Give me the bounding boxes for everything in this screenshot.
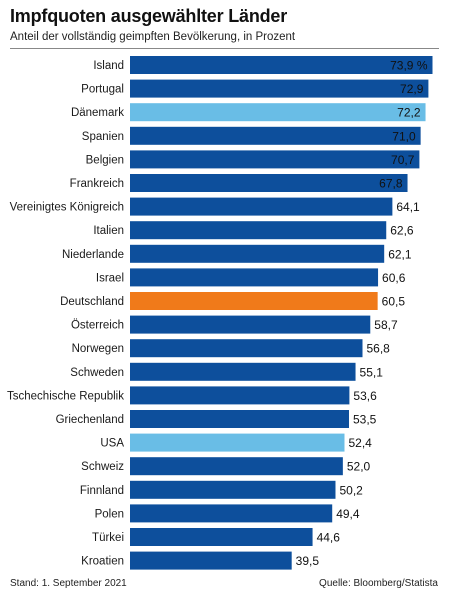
category-label-oesterreich: Österreich <box>71 320 124 332</box>
category-label-niederlande: Niederlande <box>62 249 124 261</box>
value-label-schweden: 55,1 <box>360 365 384 379</box>
category-label-griechenland: Griechenland <box>56 414 124 426</box>
value-label-usa: 52,4 <box>348 436 372 450</box>
value-label-finnland: 50,2 <box>339 483 363 497</box>
value-label-israel: 60,6 <box>382 271 406 285</box>
value-label-kroatien: 39,5 <box>296 554 320 568</box>
category-label-israel: Israel <box>96 272 124 284</box>
bar-schweiz <box>130 457 343 476</box>
category-label-schweden: Schweden <box>70 367 124 379</box>
category-label-tuerkei: Türkei <box>92 532 124 544</box>
category-label-schweiz: Schweiz <box>81 461 124 473</box>
bar-frankreich <box>130 174 408 192</box>
bar-belgien <box>130 150 420 169</box>
category-label-vereinigtes-koenigreich: Vereinigtes Königreich <box>10 202 124 214</box>
category-label-norwegen: Norwegen <box>72 343 124 355</box>
category-label-kroatien: Kroatien <box>81 556 124 568</box>
bar-israel <box>130 268 379 287</box>
category-label-frankreich: Frankreich <box>70 178 124 190</box>
value-label-belgien: 70,7 <box>391 153 415 167</box>
category-label-island: Island <box>93 60 124 72</box>
bar-kroatien <box>130 551 292 570</box>
bar-polen <box>130 504 333 523</box>
bar-norwegen <box>130 339 363 358</box>
value-label-tschechische-republik: 53,6 <box>353 389 377 403</box>
title-divider <box>10 48 439 49</box>
value-label-oesterreich: 58,7 <box>374 318 398 332</box>
bar-daenemark <box>130 103 426 122</box>
bar-finnland <box>130 480 336 499</box>
value-label-frankreich: 67,8 <box>379 177 403 191</box>
value-label-polen: 49,4 <box>336 507 360 521</box>
bar-tschechische-republik <box>130 386 350 405</box>
value-label-tuerkei: 44,6 <box>317 531 341 545</box>
category-label-italien: Italien <box>93 225 124 237</box>
bar-oesterreich <box>130 315 371 334</box>
bar-italien <box>130 221 387 240</box>
bar-vereinigtes-koenigreich <box>130 197 393 216</box>
value-label-griechenland: 53,5 <box>353 413 377 427</box>
value-label-niederlande: 62,1 <box>388 247 412 261</box>
bar-chart: Island 73,9 % Portugal 72,9 Dänemark 72,2 Span… <box>7 56 433 570</box>
value-label-vereinigtes-koenigreich: 64,1 <box>396 200 420 214</box>
value-label-portugal: 72,9 <box>400 82 424 96</box>
bar-portugal <box>130 79 429 98</box>
bar-island <box>130 56 433 74</box>
bar-griechenland <box>130 410 349 428</box>
value-label-island: 73,9 % <box>390 59 428 73</box>
category-label-portugal: Portugal <box>81 84 124 96</box>
category-label-polen: Polen <box>95 508 124 520</box>
chart-subtitle: Anteil der vollständig geimpften Bevölke… <box>10 31 296 43</box>
category-label-deutschland: Deutschland <box>60 296 124 308</box>
bar-deutschland <box>130 292 378 310</box>
bar-usa <box>130 433 345 452</box>
category-label-daenemark: Dänemark <box>71 107 124 119</box>
bar-spanien <box>130 126 421 145</box>
category-label-usa: USA <box>100 438 124 450</box>
value-label-daenemark: 72,2 <box>397 106 421 120</box>
chart-title: Impfquoten ausgewählter Länder <box>10 6 288 26</box>
value-label-schweiz: 52,0 <box>347 460 371 474</box>
bar-schweden <box>130 362 356 381</box>
bar-tuerkei <box>130 528 313 546</box>
value-label-deutschland: 60,5 <box>382 295 406 309</box>
bar-niederlande <box>130 244 385 263</box>
category-label-tschechische-republik: Tschechische Republik <box>7 390 124 402</box>
value-label-norwegen: 56,8 <box>367 342 391 356</box>
value-label-spanien: 71,0 <box>392 129 416 143</box>
category-label-finnland: Finnland <box>80 485 124 497</box>
category-label-spanien: Spanien <box>82 131 124 143</box>
value-label-italien: 62,6 <box>390 224 414 238</box>
footer-source: Quelle: Bloomberg/Statista <box>319 578 438 589</box>
category-label-belgien: Belgien <box>86 154 124 166</box>
footer-date: Stand: 1. September 2021 <box>10 578 127 589</box>
